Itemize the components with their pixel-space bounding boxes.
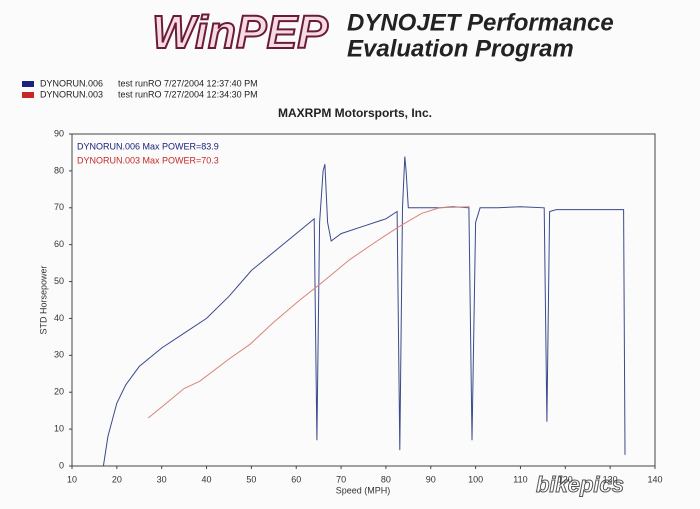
series-line — [102, 156, 626, 467]
y-tick-label: 50 — [54, 276, 64, 286]
legend-description: test runRO 7/27/2004 12:37:40 PM — [118, 78, 258, 88]
x-tick-label: 20 — [112, 474, 122, 484]
x-tick-label: 130 — [603, 474, 618, 484]
series-line — [147, 206, 470, 419]
logo: WinPEP — [152, 6, 328, 58]
x-tick-label: 100 — [468, 474, 483, 484]
y-axis-label: STD Horsepower — [38, 265, 48, 334]
x-tick-label: 10 — [67, 474, 77, 484]
header-title: Evaluation Program — [347, 35, 574, 62]
x-tick-label: 60 — [291, 474, 301, 484]
header-title: DYNOJET Performance — [347, 9, 614, 36]
x-tick-label: 140 — [647, 474, 662, 484]
x-tick-label: 120 — [558, 474, 573, 484]
legend-label: DYNORUN.006 — [40, 78, 103, 88]
x-tick-label: 80 — [381, 474, 391, 484]
legend-label: DYNORUN.003 — [40, 89, 103, 99]
y-tick-label: 80 — [54, 165, 64, 175]
watermark: bikepics — [536, 472, 624, 497]
x-tick-label: 30 — [157, 474, 167, 484]
y-tick-label: 0 — [59, 460, 64, 470]
x-tick-label: 70 — [336, 474, 346, 484]
x-tick-label: 50 — [246, 474, 256, 484]
x-axis-label: Speed (MPH) — [336, 485, 391, 495]
y-tick-label: 60 — [54, 239, 64, 249]
chart-title: MAXRPM Motorsports, Inc. — [278, 106, 432, 120]
y-tick-label: 40 — [54, 313, 64, 323]
legend-swatch — [22, 81, 34, 87]
y-tick-label: 30 — [54, 350, 64, 360]
plot-frame — [71, 133, 656, 467]
x-tick-label: 40 — [202, 474, 212, 484]
y-tick-label: 10 — [54, 423, 64, 433]
legend-description: test runRO 7/27/2004 12:34:30 PM — [118, 89, 258, 99]
legend-swatch — [22, 92, 34, 98]
annotation: DYNORUN.006 Max POWER=83.9 — [77, 141, 219, 151]
y-tick-label: 70 — [54, 202, 64, 212]
y-tick-label: 20 — [54, 387, 64, 397]
y-tick-label: 90 — [54, 128, 64, 138]
annotation: DYNORUN.003 Max POWER=70.3 — [77, 155, 219, 165]
x-tick-label: 110 — [513, 474, 527, 484]
x-tick-label: 90 — [426, 474, 436, 484]
